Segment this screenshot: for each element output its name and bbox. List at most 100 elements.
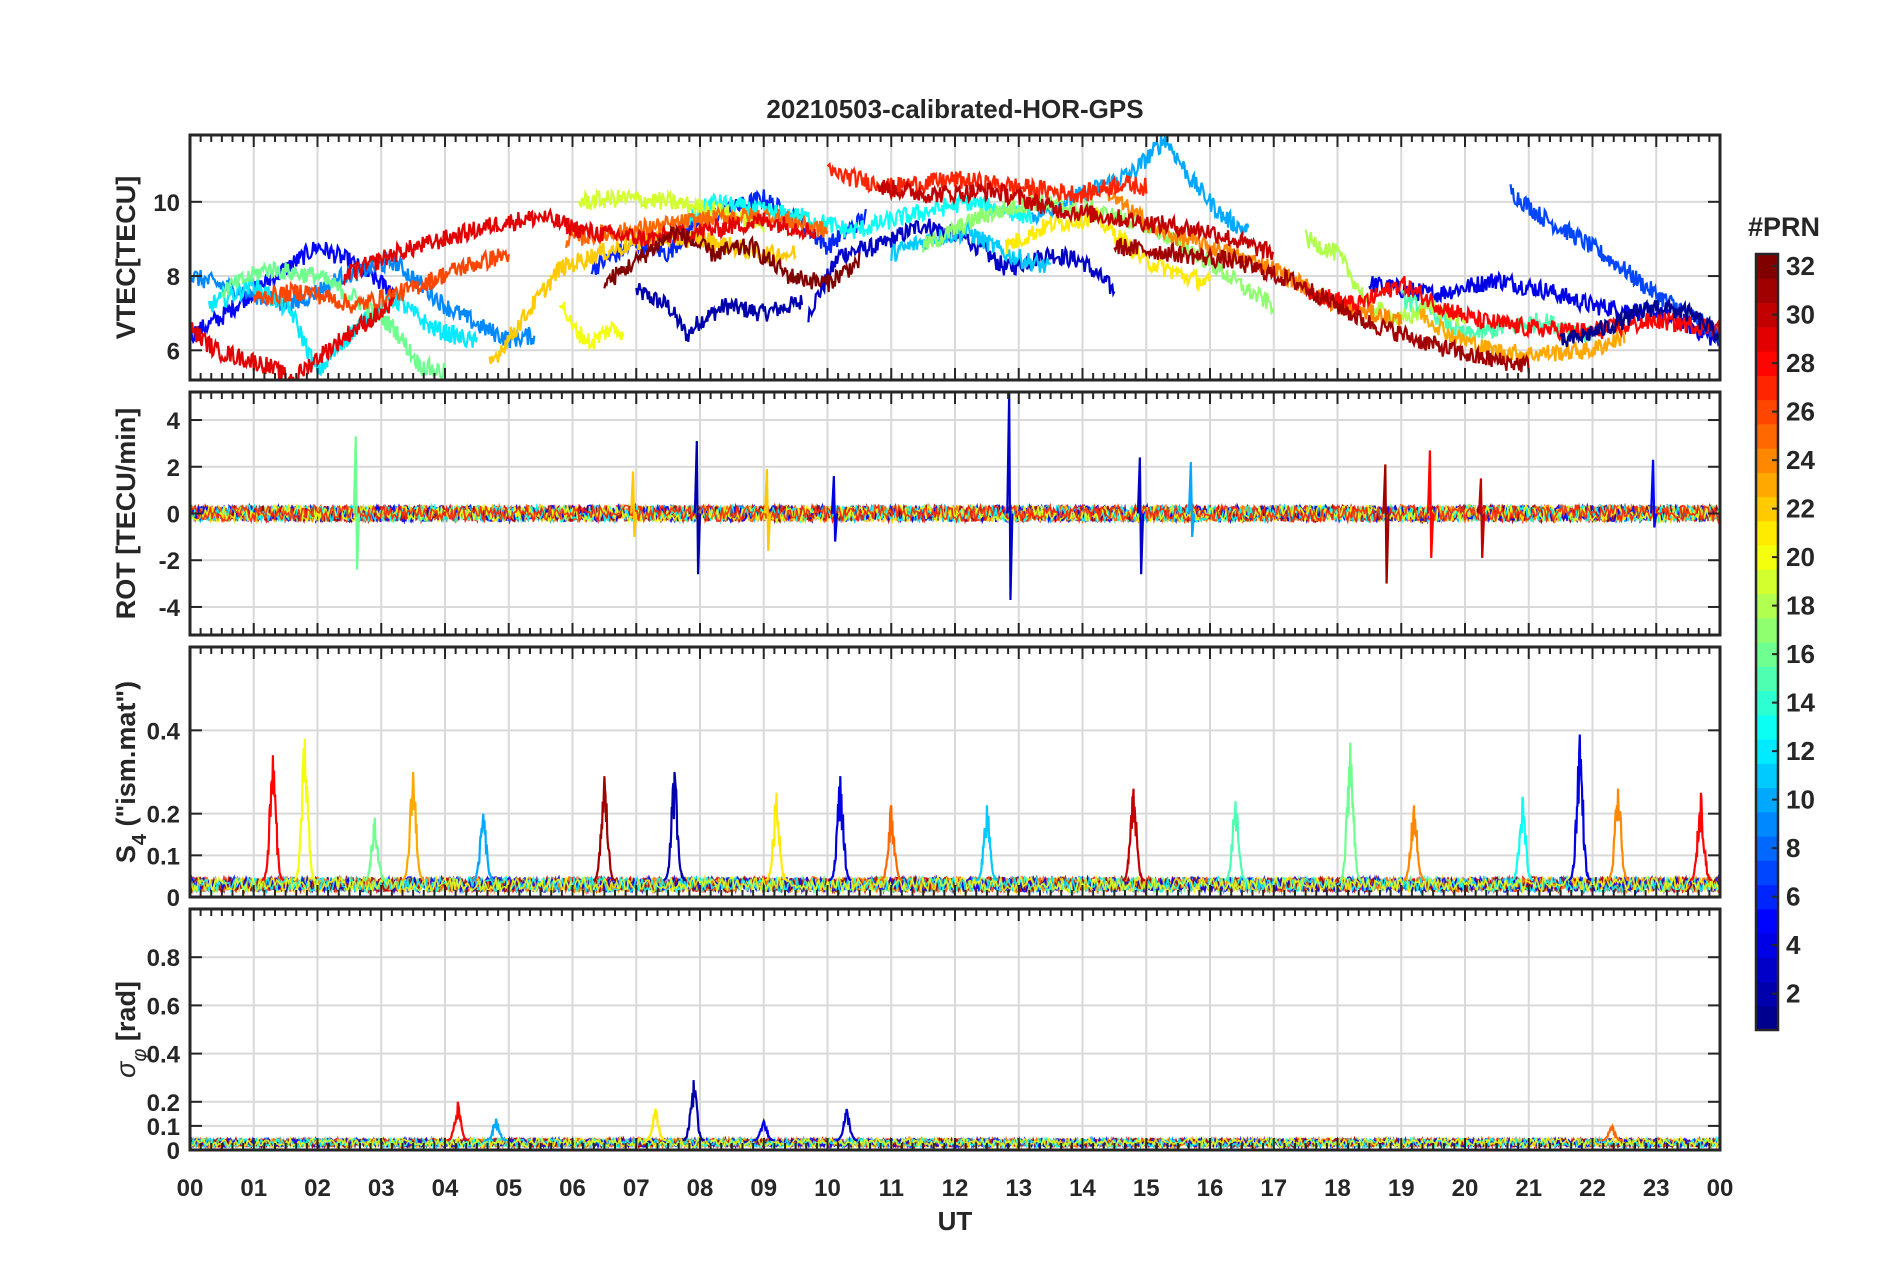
rot-series-prn-27 bbox=[190, 502, 1720, 525]
chart-title: 20210503-calibrated-HOR-GPS bbox=[766, 94, 1143, 124]
x-tick-label: 13 bbox=[1005, 1175, 1032, 1202]
vtec-series-prn-32 bbox=[603, 223, 861, 293]
y-tick-label: 0 bbox=[167, 1138, 180, 1165]
s4-series-prn-13 bbox=[190, 874, 1720, 895]
rot-spike-prn-16 bbox=[352, 436, 361, 570]
data-rot bbox=[190, 392, 1720, 600]
x-tick-label: 21 bbox=[1515, 1175, 1542, 1202]
colorbar-tick-label: 6 bbox=[1786, 882, 1800, 912]
s4-spike-prn-16 bbox=[1338, 742, 1362, 882]
colorbar-swatch-8 bbox=[1756, 836, 1778, 861]
colorbar-swatch-24 bbox=[1756, 448, 1778, 473]
s4-spike-prn-11 bbox=[975, 805, 999, 882]
colorbar-tick-label: 28 bbox=[1786, 348, 1815, 378]
x-tick-label: 11 bbox=[879, 1175, 904, 1202]
x-tick-label: 12 bbox=[942, 1175, 969, 1202]
s4-spike-prn-13 bbox=[1511, 796, 1534, 882]
x-tick-label: 00 bbox=[1707, 1175, 1734, 1202]
y-tick-label: 4 bbox=[167, 408, 181, 435]
colorbar-tick-label: 30 bbox=[1786, 300, 1815, 330]
x-tick-label: 23 bbox=[1643, 1175, 1670, 1202]
colorbar-swatch-17 bbox=[1756, 617, 1778, 643]
s4-spike-prn-24 bbox=[1606, 788, 1630, 882]
colorbar-swatch-14 bbox=[1756, 690, 1778, 716]
y-tick-label: 0 bbox=[167, 502, 180, 529]
s4-spike-prn-25 bbox=[879, 804, 903, 882]
colorbar-swatch-2 bbox=[1756, 981, 1778, 1007]
s4-spike-prn-30 bbox=[1122, 788, 1146, 882]
x-tick-label: 01 bbox=[240, 1175, 267, 1202]
vtec-series-prn-21 bbox=[1004, 205, 1212, 293]
colorbar-tick-label: 10 bbox=[1786, 785, 1815, 815]
colorbar-tick-label: 8 bbox=[1786, 833, 1800, 863]
panel-vtec: 6 8 10 VTEC[TECU] bbox=[111, 133, 1722, 382]
x-tick-label: 15 bbox=[1133, 1175, 1160, 1202]
x-axis-label: UT bbox=[938, 1206, 973, 1236]
s4-spike-prn-28 bbox=[1689, 792, 1713, 882]
vtec-series-prn-26 bbox=[252, 248, 510, 314]
colorbar-tick-label: 24 bbox=[1786, 445, 1815, 475]
colorbar-swatch-4 bbox=[1756, 933, 1778, 958]
sigma-spike-prn-2 bbox=[682, 1080, 705, 1142]
y-tick-label: 0.4 bbox=[147, 1042, 181, 1069]
colorbar-tick-label: 12 bbox=[1786, 736, 1815, 766]
sigma-spike-prn-3 bbox=[835, 1108, 858, 1142]
colorbar-swatch-3 bbox=[1756, 957, 1778, 983]
rot-spike-prn-22 bbox=[630, 471, 638, 537]
vtec-series-prn-19 bbox=[577, 187, 765, 233]
colorbar-swatch-12 bbox=[1756, 739, 1778, 764]
x-tick-label: 03 bbox=[368, 1175, 395, 1202]
y-axis-label: ROT [TECU/min] bbox=[111, 408, 141, 619]
colorbar-swatch-7 bbox=[1756, 860, 1778, 886]
colorbar-swatch-23 bbox=[1756, 472, 1778, 498]
vtec-series-prn-2 bbox=[635, 283, 804, 342]
colorbar-swatch-21 bbox=[1756, 520, 1778, 546]
vtec-series-prn-29 bbox=[342, 207, 816, 286]
y-tick-label: 0.8 bbox=[147, 945, 180, 972]
s4-spike-prn-23 bbox=[401, 771, 425, 882]
y-tick-label: 0.2 bbox=[147, 802, 180, 829]
colorbar-swatch-26 bbox=[1756, 399, 1778, 425]
colorbar-tick-label: 32 bbox=[1786, 251, 1815, 281]
s4-spike-prn-16 bbox=[363, 817, 387, 882]
colorbar-label: #PRN bbox=[1748, 212, 1820, 242]
data-vtec bbox=[190, 135, 1720, 380]
y-axis-label: σφ [rad] bbox=[111, 981, 151, 1078]
x-tick-label: 16 bbox=[1197, 1175, 1224, 1202]
y-tick-label: -2 bbox=[159, 548, 180, 575]
x-tick-label: 05 bbox=[495, 1175, 522, 1202]
s4-spike-prn-4 bbox=[1568, 734, 1592, 882]
s4-spike-prn-24 bbox=[1402, 805, 1426, 882]
x-tick-label: 00 bbox=[177, 1175, 204, 1202]
x-tick-label: 06 bbox=[559, 1175, 586, 1202]
colorbar-swatch-13 bbox=[1756, 714, 1778, 740]
s4-spike-prn-2 bbox=[663, 771, 686, 882]
rot-spike-prn-5 bbox=[1650, 459, 1658, 528]
rot-spike-prn-22 bbox=[763, 469, 772, 551]
colorbar-swatch-10 bbox=[1756, 787, 1778, 813]
colorbar-tick-label: 4 bbox=[1786, 930, 1801, 960]
x-tick-label: 14 bbox=[1069, 1175, 1096, 1202]
colorbar-swatch-1 bbox=[1756, 1005, 1778, 1031]
colorbar-swatch-19 bbox=[1756, 569, 1778, 595]
colorbar-swatch-15 bbox=[1756, 666, 1778, 692]
rot-spike-prn-30 bbox=[1477, 478, 1486, 558]
x-tick-label: 04 bbox=[432, 1175, 459, 1202]
vtec-series-prn-30 bbox=[877, 179, 1275, 260]
x-tick-label: 17 bbox=[1260, 1175, 1287, 1202]
y-tick-label: -4 bbox=[159, 595, 181, 622]
x-tick-label: 10 bbox=[814, 1175, 841, 1202]
colorbar-tick-label: 2 bbox=[1786, 979, 1800, 1009]
vtec-series-prn-4 bbox=[1368, 270, 1720, 352]
s4-spike-prn-10 bbox=[472, 813, 495, 882]
s4-spike-prn-31 bbox=[592, 776, 616, 882]
s4-spike-prn-4 bbox=[828, 776, 852, 882]
sigma-spike-prn-21 bbox=[644, 1108, 667, 1142]
rot-spike-prn-28 bbox=[1426, 450, 1435, 558]
y-tick-label: 0.1 bbox=[147, 843, 180, 870]
y-tick-label: 0.4 bbox=[147, 718, 181, 745]
vtec-series-prn-20 bbox=[558, 301, 625, 352]
x-tick-label: 08 bbox=[687, 1175, 714, 1202]
colorbar-swatch-11 bbox=[1756, 763, 1778, 789]
colorbar-swatch-30 bbox=[1756, 302, 1778, 328]
